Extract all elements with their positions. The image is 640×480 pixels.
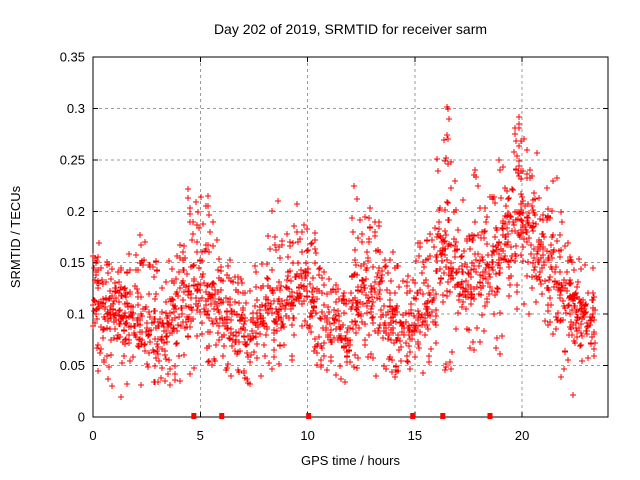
y-tick-label: 0.2: [67, 204, 85, 219]
x-tick-label: 10: [300, 428, 314, 443]
zero-value-marker: [306, 413, 312, 419]
y-tick-label: 0.1: [67, 307, 85, 322]
x-tick-label: 0: [89, 428, 96, 443]
chart-title: Day 202 of 2019, SRMTID for receiver sar…: [213, 21, 488, 37]
y-tick-label: 0.35: [60, 50, 85, 65]
zero-value-marker: [191, 413, 197, 419]
x-tick-label: 20: [515, 428, 529, 443]
y-tick-label: 0.3: [67, 101, 85, 116]
y-tick-label: 0.15: [60, 255, 85, 270]
zero-value-marker: [487, 413, 493, 419]
zero-value-marker: [410, 413, 416, 419]
x-tick-label: 15: [408, 428, 422, 443]
x-tick-label: 5: [197, 428, 204, 443]
y-tick-label: 0.25: [60, 152, 85, 167]
zero-value-marker: [219, 413, 225, 419]
y-tick-label: 0: [78, 410, 85, 425]
scatter-points: [90, 104, 598, 400]
y-tick-label: 0.05: [60, 358, 85, 373]
x-axis-label: GPS time / hours: [301, 453, 400, 468]
zero-value-marker: [440, 413, 446, 419]
